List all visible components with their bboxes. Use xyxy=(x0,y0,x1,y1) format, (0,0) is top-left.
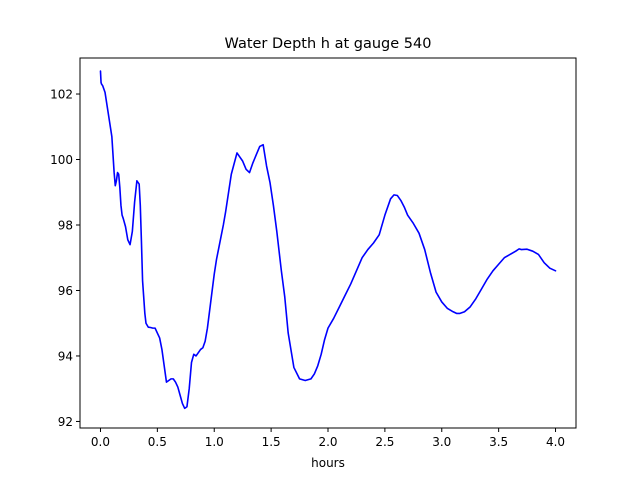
y-tick-label: 96 xyxy=(58,284,73,298)
y-tick-label: 100 xyxy=(50,153,73,167)
x-tick-label: 0.0 xyxy=(91,435,110,449)
x-tick-label: 2.0 xyxy=(318,435,337,449)
chart-title: Water Depth h at gauge 540 xyxy=(225,36,432,52)
plot-area xyxy=(99,70,557,410)
x-tick-label: 3.0 xyxy=(432,435,451,449)
y-axis-ticks: 92 94 96 98 100 102 xyxy=(50,88,80,429)
y-tick-label: 94 xyxy=(58,349,73,363)
x-tick-label: 2.5 xyxy=(375,435,394,449)
x-tick-label: 0.5 xyxy=(148,435,167,449)
x-axis-ticks: 0.0 0.5 1.0 1.5 2.0 2.5 3.0 3.5 4.0 xyxy=(91,428,565,449)
x-tick-label: 4.0 xyxy=(546,435,565,449)
axes-frame xyxy=(79,57,577,429)
x-tick-label: 1.5 xyxy=(262,435,281,449)
y-tick-label: 98 xyxy=(58,218,73,232)
water-depth-line xyxy=(99,70,557,410)
y-tick-label: 92 xyxy=(58,415,73,429)
x-tick-label: 1.0 xyxy=(205,435,224,449)
x-tick-label: 3.5 xyxy=(489,435,508,449)
y-tick-label: 102 xyxy=(50,88,73,102)
x-axis-label: hours xyxy=(311,456,345,470)
